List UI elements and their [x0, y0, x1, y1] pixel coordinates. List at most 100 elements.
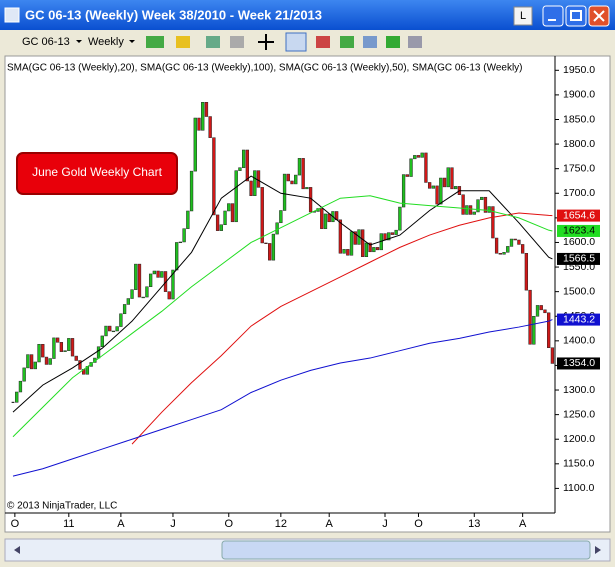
y-tick-label: 1200.0 — [563, 433, 595, 445]
candle — [26, 354, 30, 369]
indicator-icon[interactable] — [316, 36, 330, 48]
app-icon — [4, 7, 20, 23]
maximize-button[interactable] — [565, 5, 587, 27]
candle — [15, 391, 19, 403]
remove-icon[interactable] — [230, 36, 244, 48]
candle — [442, 177, 447, 188]
candle — [160, 271, 164, 278]
candle — [256, 170, 261, 188]
snap-icon[interactable] — [206, 36, 220, 48]
candle — [148, 273, 153, 287]
candle — [368, 242, 372, 253]
candle — [212, 137, 216, 216]
y-tick-label: 1700.0 — [563, 187, 595, 199]
y-tick-label: 1100.0 — [563, 482, 594, 494]
candle — [409, 158, 413, 177]
candle — [498, 253, 502, 255]
candle — [141, 296, 145, 299]
candle — [67, 338, 71, 351]
candle — [543, 309, 547, 314]
candle — [18, 380, 23, 393]
zoom-icon[interactable] — [285, 32, 307, 52]
crosshair-icon[interactable] — [258, 34, 274, 50]
candle — [424, 152, 428, 183]
panel-icon[interactable] — [408, 36, 422, 48]
price-marker-label: 1623.4 — [563, 225, 595, 237]
bar-type-icon[interactable] — [146, 36, 164, 48]
candle — [468, 205, 473, 215]
x-tick-label: J — [170, 518, 176, 530]
candle — [294, 174, 298, 185]
candle — [275, 222, 279, 235]
y-tick-label: 1150.0 — [563, 458, 594, 470]
y-tick-label: 1900.0 — [563, 89, 595, 101]
price-marker-label: 1654.6 — [563, 209, 595, 221]
candle — [204, 102, 209, 117]
candle — [59, 342, 64, 352]
strategy-icon[interactable] — [340, 36, 354, 48]
candle — [126, 298, 130, 305]
candle — [353, 231, 357, 245]
plot-area — [11, 102, 555, 477]
candle — [398, 206, 402, 231]
candle — [349, 231, 354, 256]
candle — [439, 177, 443, 205]
y-tick-label: 1750.0 — [563, 162, 595, 174]
candle — [253, 170, 257, 196]
x-tick-label: A — [519, 518, 527, 530]
candle — [413, 155, 417, 160]
candle — [152, 270, 157, 275]
candle — [405, 174, 409, 177]
candle — [320, 208, 324, 229]
candle — [241, 149, 246, 168]
candle — [364, 242, 369, 257]
interval-label[interactable]: Weekly — [88, 36, 124, 48]
candle — [167, 291, 171, 300]
last-price-label: 1354.0 — [563, 357, 595, 369]
link-button[interactable] — [513, 6, 533, 26]
x-tick-label: 12 — [275, 518, 287, 530]
x-tick-label: A — [117, 518, 125, 530]
candle — [238, 167, 242, 171]
close-icon — [593, 10, 605, 22]
candle — [387, 232, 391, 241]
candle — [234, 170, 238, 223]
y-tick-label: 1250.0 — [563, 408, 595, 420]
instrument-label[interactable]: GC 06-13 — [22, 36, 70, 48]
x-tick-label: A — [326, 518, 334, 530]
candle — [416, 155, 421, 158]
candle — [223, 210, 227, 226]
dropdown-arrow — [76, 40, 82, 43]
annotation-text: June Gold Weekly Chart — [32, 165, 163, 179]
candle — [175, 242, 179, 271]
minimize-button[interactable] — [542, 5, 564, 27]
draw-tool-icon[interactable] — [176, 36, 190, 48]
candle — [33, 361, 37, 370]
candle — [506, 246, 510, 253]
instrument-selector[interactable] — [14, 33, 86, 51]
interval-selector[interactable] — [86, 33, 140, 51]
x-tick-label: O — [414, 518, 423, 530]
candle — [502, 252, 506, 255]
candle — [305, 187, 309, 190]
link-button-label[interactable]: L — [520, 10, 526, 22]
candle — [509, 238, 514, 247]
properties-icon[interactable] — [363, 36, 377, 48]
scrollbar-thumb[interactable] — [221, 540, 591, 560]
candle — [29, 354, 34, 370]
price-marker — [557, 209, 600, 222]
candle — [260, 187, 264, 244]
chart-panel — [4, 55, 611, 533]
candle — [539, 305, 543, 311]
data-box-icon[interactable] — [386, 36, 400, 48]
candle — [264, 242, 268, 245]
candle — [394, 229, 398, 235]
candle — [431, 185, 436, 189]
candle — [323, 213, 328, 229]
candle — [186, 210, 190, 229]
x-tick-label: 13 — [468, 518, 480, 530]
sma-line — [131, 212, 553, 445]
toolbar-icons[interactable] — [146, 32, 422, 52]
candle — [63, 350, 67, 352]
